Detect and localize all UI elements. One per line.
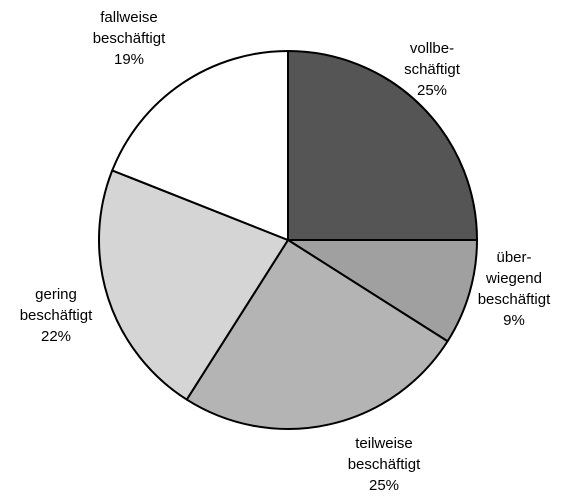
pie-slices: [98, 50, 478, 430]
slice-value-label: 9%: [503, 312, 525, 329]
slice-value-label: 22%: [41, 328, 71, 345]
pie-slice-2: [185, 239, 449, 430]
pie-slice-3: [98, 169, 289, 401]
slice-label-line: teilweise: [355, 435, 413, 452]
slice-label-line: beschäftigt: [93, 30, 166, 47]
pie-slice-1: [287, 239, 478, 343]
slice-label-0: vollbe-schäftigt 25%: [404, 40, 461, 99]
pie-labels: vollbe-schäftigt 25% über-wiegend beschäfti…: [20, 9, 551, 494]
slice-label-line: schäftigt: [404, 61, 461, 78]
slice-value-label: 25%: [417, 82, 447, 99]
slice-label-line: fallweise: [100, 9, 158, 26]
slice-label-line: über-: [496, 249, 531, 266]
slice-label-1: über-wiegend beschäftigt 9%: [478, 249, 551, 329]
pie-slice-4: [111, 50, 289, 241]
slice-label-line: vollbe-: [410, 40, 454, 57]
slice-value-label: 25%: [369, 477, 399, 494]
slice-label-line: gering: [35, 286, 77, 303]
slice-label-line: beschäftigt: [478, 291, 551, 308]
slice-label-3: gering beschäftigt 22%: [20, 286, 93, 345]
slice-label-2: teilweise beschäftigt 25%: [348, 435, 421, 494]
slice-value-label: 19%: [114, 51, 144, 68]
slice-label-line: beschäftigt: [20, 307, 93, 324]
slice-label-line: beschäftigt: [348, 456, 421, 473]
pie-slice-0: [287, 50, 478, 241]
slice-label-line: wiegend: [485, 270, 542, 287]
slice-label-4: fallweise beschäftigt 19%: [93, 9, 166, 68]
